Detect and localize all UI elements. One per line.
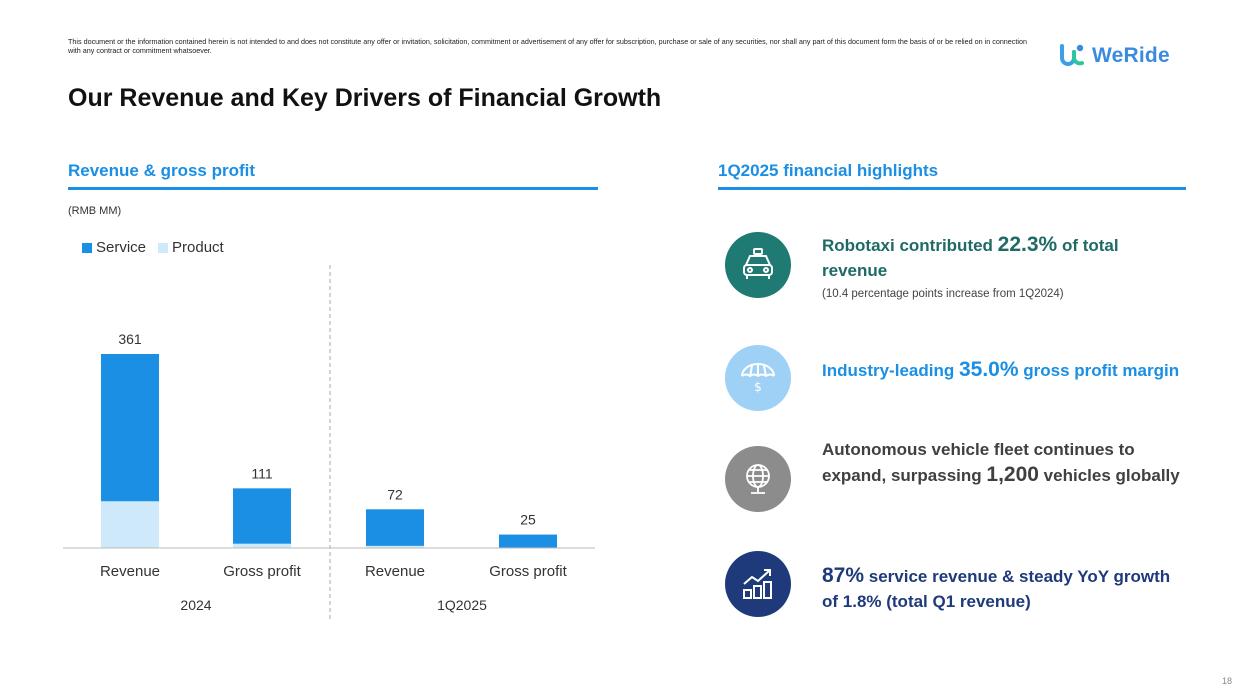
highlight-3-post: vehicles globally <box>1038 466 1180 485</box>
data-label-2: 111 <box>251 465 272 481</box>
highlight-1-text: Robotaxi contributed 22.3% of total reve… <box>822 232 1187 283</box>
highlight-1-sub: (10.4 percentage points increase from 1Q… <box>822 288 1064 300</box>
revenue-chart: 361 Revenue 111 Gross profit 72 Revenue 25 Gros… <box>63 265 595 620</box>
category-label-1: Revenue <box>100 563 160 580</box>
group-label-2: 1Q2025 <box>437 597 487 613</box>
bar-service-4 <box>499 534 557 548</box>
growth-chart-icon <box>743 569 772 599</box>
highlight-3-text: Autonomous vehicle fleet continues to ex… <box>822 437 1192 488</box>
right-section-heading: 1Q2025 financial highlights <box>718 161 939 180</box>
left-section-rule <box>68 187 598 190</box>
unit-label: (RMB MM) <box>68 205 122 217</box>
highlight-2-icon-circle: $ <box>725 345 791 411</box>
highlight-1-value: 22.3% <box>997 233 1058 256</box>
highlight-1-icon-circle <box>725 232 791 298</box>
highlight-1-post: of total revenue <box>822 236 1119 280</box>
data-label-1: 361 <box>118 331 142 347</box>
legend-item-service: Service <box>82 239 146 256</box>
left-section-heading: Revenue & gross profit <box>68 161 256 180</box>
bar-product-3 <box>366 545 424 548</box>
legend-label-service: Service <box>96 239 147 256</box>
legend-item-product: Product <box>158 239 224 256</box>
bar-product-2 <box>233 543 291 548</box>
right-section-rule <box>718 187 1186 190</box>
bar-service-3 <box>366 509 424 546</box>
group-label-1: 2024 <box>180 597 211 613</box>
chart-legend: Service Product <box>82 239 236 256</box>
page-number: 18 <box>1222 676 1233 686</box>
taxi-icon <box>743 248 773 279</box>
disclaimer: This document or the information contain… <box>68 37 1027 55</box>
highlight-2-post: gross profit margin <box>1018 361 1180 380</box>
legend-swatch-product <box>158 242 169 253</box>
highlight-3-icon-circle <box>725 446 791 512</box>
highlight-2-pre: Industry-leading <box>822 361 959 380</box>
bar-product-1 <box>101 501 159 548</box>
highlight-3-value: 1,200 <box>986 463 1039 486</box>
category-label-3: Revenue <box>365 563 425 580</box>
logo-text: WeRide <box>1092 44 1170 67</box>
data-label-3: 72 <box>387 486 403 502</box>
legend-swatch-service <box>82 242 92 253</box>
logo: WeRide <box>1058 42 1170 70</box>
highlight-4-value: 87% <box>822 564 865 587</box>
weride-logo-icon <box>1060 44 1084 66</box>
highlight-2-value: 35.0% <box>958 358 1019 381</box>
category-label-2: Gross profit <box>223 563 301 580</box>
highlight-2-text: Industry-leading 35.0% gross profit marg… <box>822 357 1182 383</box>
bar-service-1 <box>101 354 159 502</box>
highlight-1-pre: Robotaxi contributed <box>822 236 998 255</box>
highlight-4-text: 87% service revenue & steady YoY growth … <box>822 563 1182 614</box>
umbrella-dollar-icon: $ <box>741 363 775 394</box>
globe-icon <box>746 464 770 494</box>
legend-label-product: Product <box>172 239 224 256</box>
highlight-4-post: service revenue & steady YoY growth of 1… <box>822 567 1171 611</box>
data-label-4: 25 <box>520 512 536 528</box>
category-label-4: Gross profit <box>489 563 567 580</box>
highlight-4-icon-circle <box>725 551 791 617</box>
highlight-3-pre: Autonomous vehicle fleet continues to ex… <box>822 440 1135 485</box>
page-title: Our Revenue and Key Drivers of Financial… <box>68 84 662 112</box>
bar-service-2 <box>233 488 291 544</box>
svg-text:$: $ <box>754 380 762 394</box>
